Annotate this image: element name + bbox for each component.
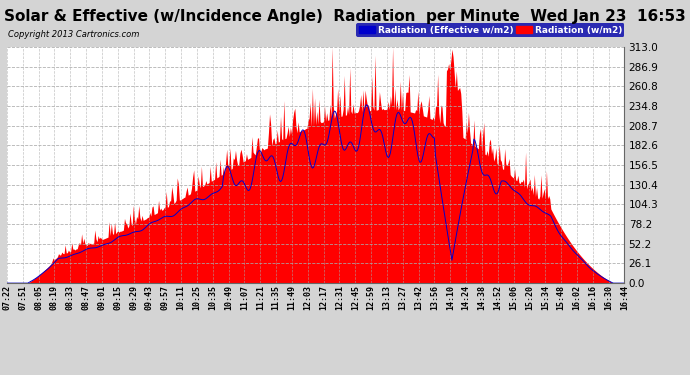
Legend: Radiation (Effective w/m2), Radiation (w/m2): Radiation (Effective w/m2), Radiation (w… [356,23,624,37]
Text: Copyright 2013 Cartronics.com: Copyright 2013 Cartronics.com [8,30,139,39]
Text: Solar & Effective (w/Incidence Angle)  Radiation  per Minute  Wed Jan 23  16:53: Solar & Effective (w/Incidence Angle) Ra… [4,9,686,24]
